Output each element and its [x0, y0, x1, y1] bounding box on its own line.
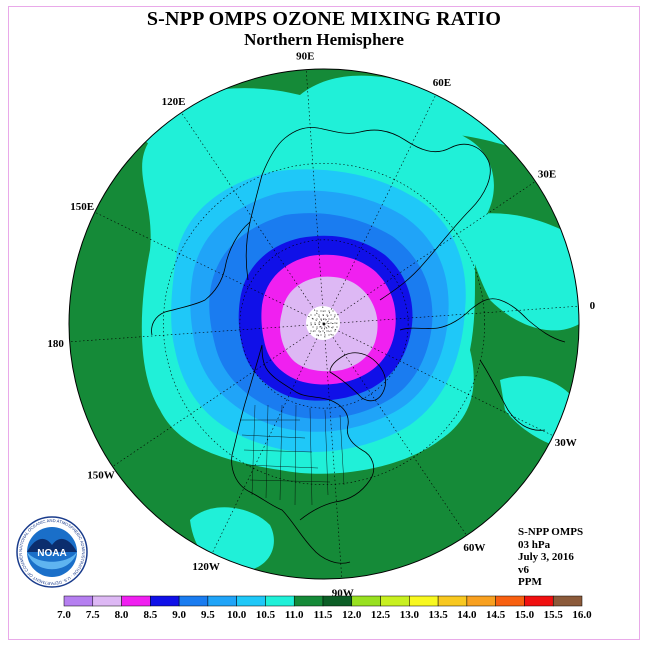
cap-dot	[314, 314, 316, 316]
cap-dot	[334, 314, 336, 316]
map-disc	[69, 69, 579, 579]
meridian-line	[69, 323, 325, 343]
cap-dot	[314, 322, 316, 324]
map-boundary	[68, 68, 580, 580]
coastlines	[151, 127, 566, 564]
cap-dot	[318, 314, 320, 316]
cap-dot	[330, 322, 332, 324]
cap-dot	[316, 318, 318, 320]
cap-dot	[320, 326, 322, 328]
cap-dot	[326, 314, 328, 316]
longitude-label: 120W	[192, 561, 220, 573]
longitude-label: 60E	[433, 77, 451, 89]
cap-dot	[326, 330, 328, 332]
latitude-circle	[163, 163, 485, 485]
cap-dot	[318, 322, 320, 324]
cap-dot	[310, 314, 312, 316]
page-subtitle: Northern Hemisphere	[244, 30, 404, 49]
cap-dot	[324, 310, 326, 312]
longitude-label: 60W	[463, 542, 485, 554]
cap-dot	[320, 310, 322, 312]
cap-dot	[320, 318, 322, 320]
polar-cap-stipple	[310, 310, 338, 336]
meridian-line	[323, 323, 554, 437]
page-title: S-NPP OMPS OZONE MIXING RATIO	[146, 8, 502, 30]
meridian-line	[181, 112, 325, 325]
longitude-label: 120E	[162, 96, 186, 108]
longitude-label: 150W	[87, 469, 115, 481]
meridian-line	[323, 94, 437, 325]
asia-east-coast	[151, 221, 251, 336]
meridian-line	[323, 323, 467, 536]
longitude-label: 90W	[332, 587, 354, 599]
longitude-label: 150E	[70, 201, 94, 213]
meridian-line	[112, 323, 325, 467]
cap-dot	[314, 330, 316, 332]
north-america-coast	[231, 344, 375, 564]
latitude-circles	[163, 163, 485, 485]
cap-dot	[332, 334, 334, 336]
ozone-band-11-0-east	[468, 213, 579, 331]
cap-dot	[322, 330, 324, 332]
cap-dot	[324, 318, 326, 320]
longitude-label: 30E	[538, 169, 556, 181]
latitude-circle	[239, 239, 409, 409]
page-frame	[8, 6, 640, 640]
meridian-line	[323, 305, 579, 325]
longitude-lines	[69, 69, 579, 579]
state-boundaries	[240, 404, 345, 506]
logo-wave-shape	[27, 552, 77, 570]
cap-dot	[310, 322, 312, 324]
cap-dot	[336, 318, 338, 320]
longitude-label: 90E	[296, 51, 314, 63]
logo-bird-shape	[27, 538, 77, 552]
europe-coast	[399, 298, 566, 343]
cap-dot	[330, 314, 332, 316]
meridian-line	[323, 181, 536, 325]
cap-dot	[328, 326, 330, 328]
meridian-line	[323, 323, 343, 579]
cap-dot	[328, 334, 330, 336]
cap-dot	[332, 310, 334, 312]
greenland-coast	[329, 352, 386, 402]
info-instrument: S-NPP OMPS	[518, 526, 584, 538]
cap-dot	[324, 334, 326, 336]
info-units: PPM	[518, 576, 542, 588]
longitude-label: 0	[590, 300, 596, 312]
eurasia-coast	[245, 127, 491, 301]
meridian-line	[94, 211, 325, 325]
noaa-logo: NOAA NATIONAL OCEANIC AND ATMOSPHERIC AD…	[15, 515, 88, 588]
cap-dot	[312, 326, 314, 328]
logo-text: NOAA	[37, 548, 66, 559]
longitude-labels: 90E 60E 30E 0 30W 60W 90W 120W 150W 180 150E 120E	[47, 51, 595, 600]
info-level: 03 hPa	[518, 538, 551, 551]
ozone-band-11-0-north	[120, 75, 520, 150]
meridian-line	[305, 69, 325, 325]
cap-dot	[316, 334, 318, 336]
longitude-label: 30W	[555, 437, 577, 449]
cap-dot	[320, 334, 322, 336]
cap-dot	[334, 322, 336, 324]
cap-dot	[328, 318, 330, 320]
africa-coast	[479, 359, 546, 431]
info-block: S-NPP OMPS 03 hPa July 3, 2016 v6 PPM	[518, 526, 583, 589]
cap-dot	[318, 330, 320, 332]
meridian-line	[211, 323, 325, 554]
cap-dot	[310, 330, 312, 332]
cap-dot	[326, 322, 328, 324]
cap-dot	[328, 310, 330, 312]
cap-dot	[332, 326, 334, 328]
info-date: July 3, 2016	[518, 551, 574, 563]
longitude-label: 180	[47, 338, 64, 350]
cap-dot	[316, 310, 318, 312]
cap-dot	[324, 326, 326, 328]
cap-dot	[332, 318, 334, 320]
cap-dot	[316, 326, 318, 328]
cap-dot	[330, 330, 332, 332]
cap-dot	[336, 326, 338, 328]
info-version: v6	[518, 563, 529, 576]
cap-dot	[334, 330, 336, 332]
